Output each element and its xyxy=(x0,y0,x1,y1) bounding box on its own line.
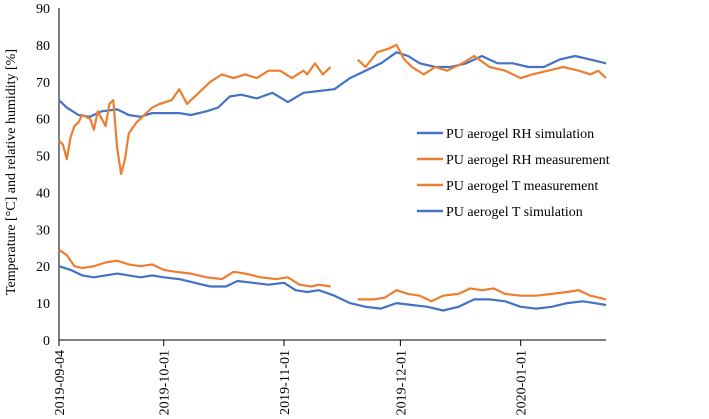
legend-label: PU aerogel T simulation xyxy=(446,205,583,220)
x-tick-label: 2019-11-01 xyxy=(278,350,293,415)
series-line xyxy=(58,265,607,312)
y-tick-label: 10 xyxy=(36,297,50,312)
x-tick-label: 2019-10-01 xyxy=(158,350,173,415)
series-layer xyxy=(58,43,607,312)
legend-label: PU aerogel RH simulation xyxy=(446,127,594,142)
y-tick-label: 80 xyxy=(36,39,50,54)
y-axis-title: Temperature [°C] and relative humidity [… xyxy=(4,49,19,295)
y-tick-label: 90 xyxy=(36,2,50,17)
series-1 xyxy=(58,51,607,118)
y-axis: 0 10 20 30 40 50 60 70 80 90 xyxy=(36,2,60,349)
y-tick-label: 20 xyxy=(36,260,50,275)
legend-label: PU aerogel T measurement xyxy=(446,179,598,194)
x-tick-label: 2019-09-04 xyxy=(53,350,68,415)
series-line xyxy=(58,62,332,176)
series-line xyxy=(58,248,331,288)
series-4 xyxy=(58,265,607,312)
series-2 xyxy=(58,43,607,176)
x-tick-label: 2019-12-01 xyxy=(394,350,409,415)
series-line xyxy=(356,43,607,80)
x-axis: 2019-09-04 2019-10-01 2019-11-01 2019-12-01… xyxy=(53,339,606,415)
series-line xyxy=(357,287,607,303)
legend: PU aerogel RH simulation PU aerogel RH me… xyxy=(417,127,610,220)
y-tick-label: 70 xyxy=(36,76,50,91)
y-tick-label: 30 xyxy=(36,223,50,238)
y-tick-label: 50 xyxy=(36,150,50,165)
y-tick-label: 0 xyxy=(43,334,50,349)
series-line xyxy=(58,51,607,118)
y-tick-label: 60 xyxy=(36,113,50,128)
x-tick-label: 2020-01-01 xyxy=(515,350,530,415)
y-tick-label: 40 xyxy=(36,186,50,201)
legend-label: PU aerogel RH measurement xyxy=(446,153,610,168)
series-3 xyxy=(58,248,607,303)
